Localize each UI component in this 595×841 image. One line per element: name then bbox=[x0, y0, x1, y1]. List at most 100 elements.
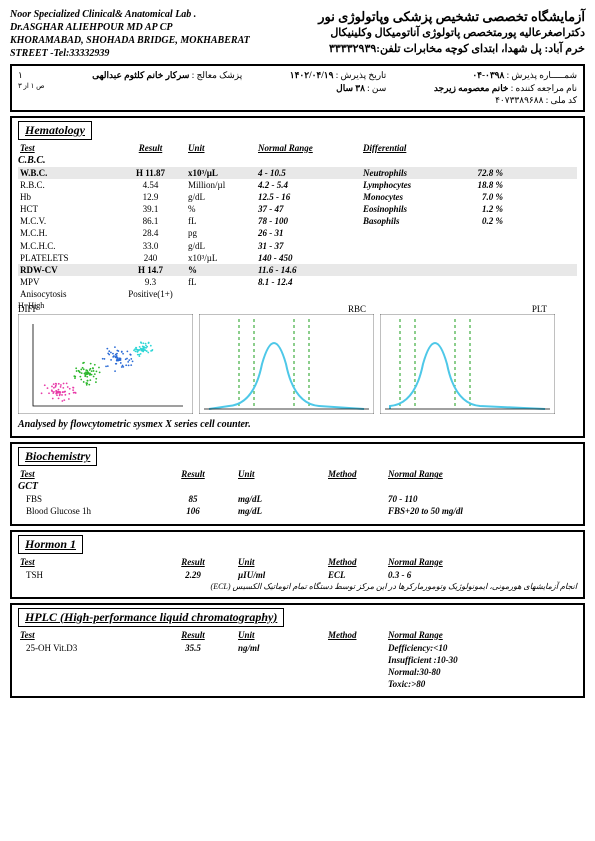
hema-row: PLATELETS240x10³/µL140 - 450 bbox=[18, 252, 577, 264]
test-name: PLATELETS bbox=[18, 252, 113, 264]
test-range: 4.2 - 5.4 bbox=[258, 179, 363, 191]
test-range: Defficiency:<10Insufficient :10-30Normal… bbox=[388, 642, 558, 691]
hema-row: M.C.H.C.33.0g/dL31 - 37 bbox=[18, 240, 577, 252]
patient-col-2: تاریخ پذیرش : ۱۴۰۲/۰۴/۱۹ سن : ۳۸ سال bbox=[290, 69, 387, 107]
test-method bbox=[328, 642, 388, 691]
diff-pct bbox=[458, 264, 503, 276]
hplc-hdr-unit: Unit bbox=[238, 630, 328, 640]
test-name: FBS bbox=[18, 493, 148, 505]
diff-name: Basophils bbox=[363, 215, 458, 227]
cbc-label: C.B.C. bbox=[18, 155, 577, 166]
gct-label: GCT bbox=[18, 481, 577, 492]
test-method bbox=[328, 505, 388, 517]
test-unit: x10³/µL bbox=[188, 252, 258, 264]
national-label: کد ملی : bbox=[546, 95, 577, 105]
bio-hdr-range: Normal Range bbox=[388, 469, 558, 479]
hdr-range: Normal Range bbox=[258, 143, 363, 153]
hor-hdr-method: Method bbox=[328, 557, 388, 567]
hplc-hdr-method: Method bbox=[328, 630, 388, 640]
rbc-label: RBC bbox=[348, 304, 366, 314]
hplc-hdr-result: Result bbox=[148, 630, 238, 640]
rbc-curve bbox=[199, 314, 374, 414]
test-unit: pg bbox=[188, 227, 258, 239]
test-name: M.C.V. bbox=[18, 215, 113, 227]
patient-info-bar: شمـــــاره پذیرش : ۰۳۹۸-۰۴ نام مراجعه کن… bbox=[10, 64, 585, 112]
diff-pct bbox=[458, 288, 503, 300]
bio-row: 25-OH Vit.D335.5ng/mlDefficiency:<10Insu… bbox=[18, 642, 577, 691]
test-name: Blood Glucose 1h bbox=[18, 505, 148, 517]
test-result: 12.9 bbox=[113, 191, 188, 203]
referrer-label: نام مراجعه کننده : bbox=[511, 83, 577, 93]
test-result: 2.29 bbox=[148, 569, 238, 581]
test-name: Hb bbox=[18, 191, 113, 203]
hema-row: R.B.C.4.54Million/µl4.2 - 5.4Lymphocytes… bbox=[18, 179, 577, 191]
test-range bbox=[258, 288, 363, 300]
bio-row: TSH2.29µIU/mlECL0.3 - 6 bbox=[18, 569, 577, 581]
test-range: 26 - 31 bbox=[258, 227, 363, 239]
header-left: Noor Specialized Clinical& Anatomical La… bbox=[10, 8, 250, 60]
diff-pct bbox=[458, 276, 503, 288]
hema-row: RDW-CVH 14.7%11.6 - 14.6 bbox=[18, 264, 577, 276]
hplc-section: HPLC (High-performance liquid chromatogr… bbox=[10, 603, 585, 699]
age-label: سن : bbox=[367, 83, 386, 93]
address-en-1: KHORAMABAD, SHOHADA BRIDGE, MOKHABERAT bbox=[10, 34, 250, 47]
test-name: HCT bbox=[18, 203, 113, 215]
hor-hdr-result: Result bbox=[148, 557, 238, 567]
test-range: 78 - 100 bbox=[258, 215, 363, 227]
test-result: 85 bbox=[148, 493, 238, 505]
hdr-test: Test bbox=[18, 143, 113, 153]
test-unit: ng/ml bbox=[238, 642, 328, 691]
date-label: تاریخ پذیرش : bbox=[336, 70, 387, 80]
hor-hdr-unit: Unit bbox=[238, 557, 328, 567]
hor-hdr-test: Test bbox=[18, 557, 148, 567]
test-name: W.B.C. bbox=[18, 167, 113, 179]
plt-label: PLT bbox=[532, 304, 547, 314]
diff-pct bbox=[458, 240, 503, 252]
test-result: Positive(1+) bbox=[113, 288, 188, 300]
test-name: M.C.H.C. bbox=[18, 240, 113, 252]
analysed-note: Analysed by flowcytometric sysmex X seri… bbox=[18, 419, 577, 430]
hdr-pct bbox=[458, 143, 503, 153]
diff-name: Monocytes bbox=[363, 191, 458, 203]
test-range: 12.5 - 16 bbox=[258, 191, 363, 203]
test-range: 37 - 47 bbox=[258, 203, 363, 215]
test-range: 31 - 37 bbox=[258, 240, 363, 252]
lab-name-en: Noor Specialized Clinical& Anatomical La… bbox=[10, 8, 250, 21]
test-method bbox=[328, 493, 388, 505]
hdr-result: Result bbox=[113, 143, 188, 153]
bio-hdr-unit: Unit bbox=[238, 469, 328, 479]
test-name: M.C.H. bbox=[18, 227, 113, 239]
patient-col-4: ۱ ص ۱ از ۳ bbox=[18, 69, 45, 107]
test-unit bbox=[188, 288, 258, 300]
test-result: 39.1 bbox=[113, 203, 188, 215]
diff-pct bbox=[458, 227, 503, 239]
diff-pct: 7.0 % bbox=[458, 191, 503, 203]
test-name: Anisocytosis bbox=[18, 288, 113, 300]
test-range: FBS+20 to 50 mg/dl bbox=[388, 505, 558, 517]
test-unit: fL bbox=[188, 215, 258, 227]
hplc-hdr-range: Normal Range bbox=[388, 630, 558, 640]
test-result: 4.54 bbox=[113, 179, 188, 191]
lab-header: Noor Specialized Clinical& Anatomical La… bbox=[10, 8, 585, 60]
diff-name bbox=[363, 264, 458, 276]
address-fa: خرم آباد: پل شهدا، ابتدای کوچه مخابرات ت… bbox=[318, 42, 585, 57]
test-name: MPV bbox=[18, 276, 113, 288]
doctor-fa: دکتراصغرعالیه پورمتخصص پاتولوژی آناتومیک… bbox=[318, 26, 585, 41]
bio-hdr-test: Test bbox=[18, 469, 148, 479]
hor-headers: Test Result Unit Method Normal Range bbox=[18, 557, 577, 567]
test-range: 4 - 10.5 bbox=[258, 167, 363, 179]
test-result: 106 bbox=[148, 505, 238, 517]
hplc-hdr-test: Test bbox=[18, 630, 148, 640]
test-name: RDW-CV bbox=[18, 264, 113, 276]
patient-col-1: شمـــــاره پذیرش : ۰۳۹۸-۰۴ نام مراجعه کن… bbox=[434, 69, 577, 107]
address-en-2: STREET -Tel:33332939 bbox=[10, 47, 250, 60]
test-name: 25-OH Vit.D3 bbox=[18, 642, 148, 691]
doctor-label: پزشک معالج : bbox=[192, 70, 243, 80]
hema-row: HCT39.1%37 - 47Eosinophils1.2 % bbox=[18, 203, 577, 215]
hema-headers: Test Result Unit Normal Range Differenti… bbox=[18, 143, 577, 153]
test-result: 240 bbox=[113, 252, 188, 264]
test-unit: g/dL bbox=[188, 240, 258, 252]
diff-name: Eosinophils bbox=[363, 203, 458, 215]
diff-name bbox=[363, 288, 458, 300]
hor-hdr-range: Normal Range bbox=[388, 557, 558, 567]
